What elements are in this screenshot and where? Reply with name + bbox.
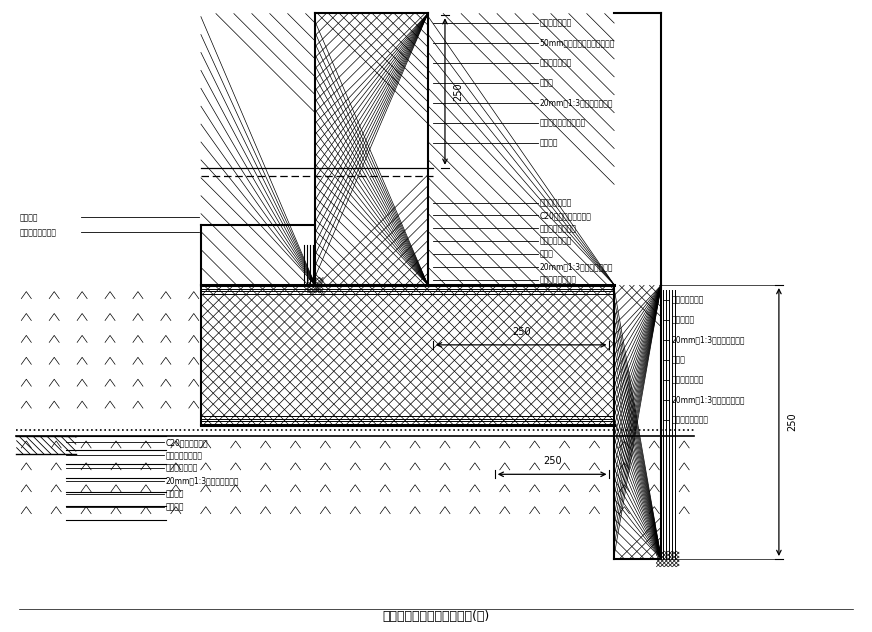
Text: 20mm厚1:3水泥砂浆找平层: 20mm厚1:3水泥砂浆找平层 xyxy=(540,263,613,272)
Text: 防水卷材防水层: 防水卷材防水层 xyxy=(166,464,198,473)
Text: 钢筋砼自防水底板: 钢筋砼自防水底板 xyxy=(671,415,708,424)
Text: 一道土工布隔离层: 一道土工布隔离层 xyxy=(540,224,576,233)
Text: 防水涂料: 防水涂料 xyxy=(19,213,37,222)
Text: 20mm厚1:3水泥砂浆找平层: 20mm厚1:3水泥砂浆找平层 xyxy=(540,99,613,107)
Text: C20细石砼保护层: C20细石砼保护层 xyxy=(166,438,208,447)
Text: 防水涂料: 防水涂料 xyxy=(540,138,558,147)
Text: 附加层: 附加层 xyxy=(671,355,685,364)
Text: 250: 250 xyxy=(453,82,463,100)
Text: 20mm厚1:3水泥砂浆保护层: 20mm厚1:3水泥砂浆保护层 xyxy=(671,395,745,404)
Text: 20mm厚1:3水泥砂浆找平层: 20mm厚1:3水泥砂浆找平层 xyxy=(166,477,239,486)
Text: 结构自防水混凝土侧墙: 结构自防水混凝土侧墙 xyxy=(540,118,586,128)
Text: 素砼垫层: 素砼垫层 xyxy=(166,490,184,499)
Text: 防水卷材防水层: 防水卷材防水层 xyxy=(540,59,572,68)
Text: 50mm厚聚苯乙烯泡沫软保护层: 50mm厚聚苯乙烯泡沫软保护层 xyxy=(540,39,615,47)
Text: 底板、侧墙防水节点大样图(一): 底板、侧墙防水节点大样图(一) xyxy=(383,610,489,623)
Text: 防水卷材防水层: 防水卷材防水层 xyxy=(540,237,572,246)
Text: 钢筋土合层养实: 钢筋土合层养实 xyxy=(671,296,704,305)
Text: 钢筋土合层养实: 钢筋土合层养实 xyxy=(540,198,572,207)
Text: C20细石混凝土保护层: C20细石混凝土保护层 xyxy=(540,211,591,220)
Text: 250: 250 xyxy=(542,456,562,466)
Text: 钢筋土合层养实: 钢筋土合层养实 xyxy=(540,19,572,28)
Text: 附加层: 附加层 xyxy=(540,78,554,87)
Text: 250: 250 xyxy=(512,327,530,337)
Text: 附加层: 附加层 xyxy=(540,250,554,258)
Text: 一道土工布隔离层: 一道土工布隔离层 xyxy=(166,451,203,460)
Text: 钢筋砼自防水底板: 钢筋砼自防水底板 xyxy=(19,228,57,237)
Text: 20mm厚1:3水泥砂浆找平层: 20mm厚1:3水泥砂浆找平层 xyxy=(671,336,745,344)
Text: 钢筋砼自防水底板: 钢筋砼自防水底板 xyxy=(540,276,576,284)
Text: 永久消明缝: 永久消明缝 xyxy=(671,315,694,324)
Text: 防水卷材防水层: 防水卷材防水层 xyxy=(671,375,704,384)
Text: 250: 250 xyxy=(787,413,797,432)
Text: 素土夯实: 素土夯实 xyxy=(166,502,184,512)
